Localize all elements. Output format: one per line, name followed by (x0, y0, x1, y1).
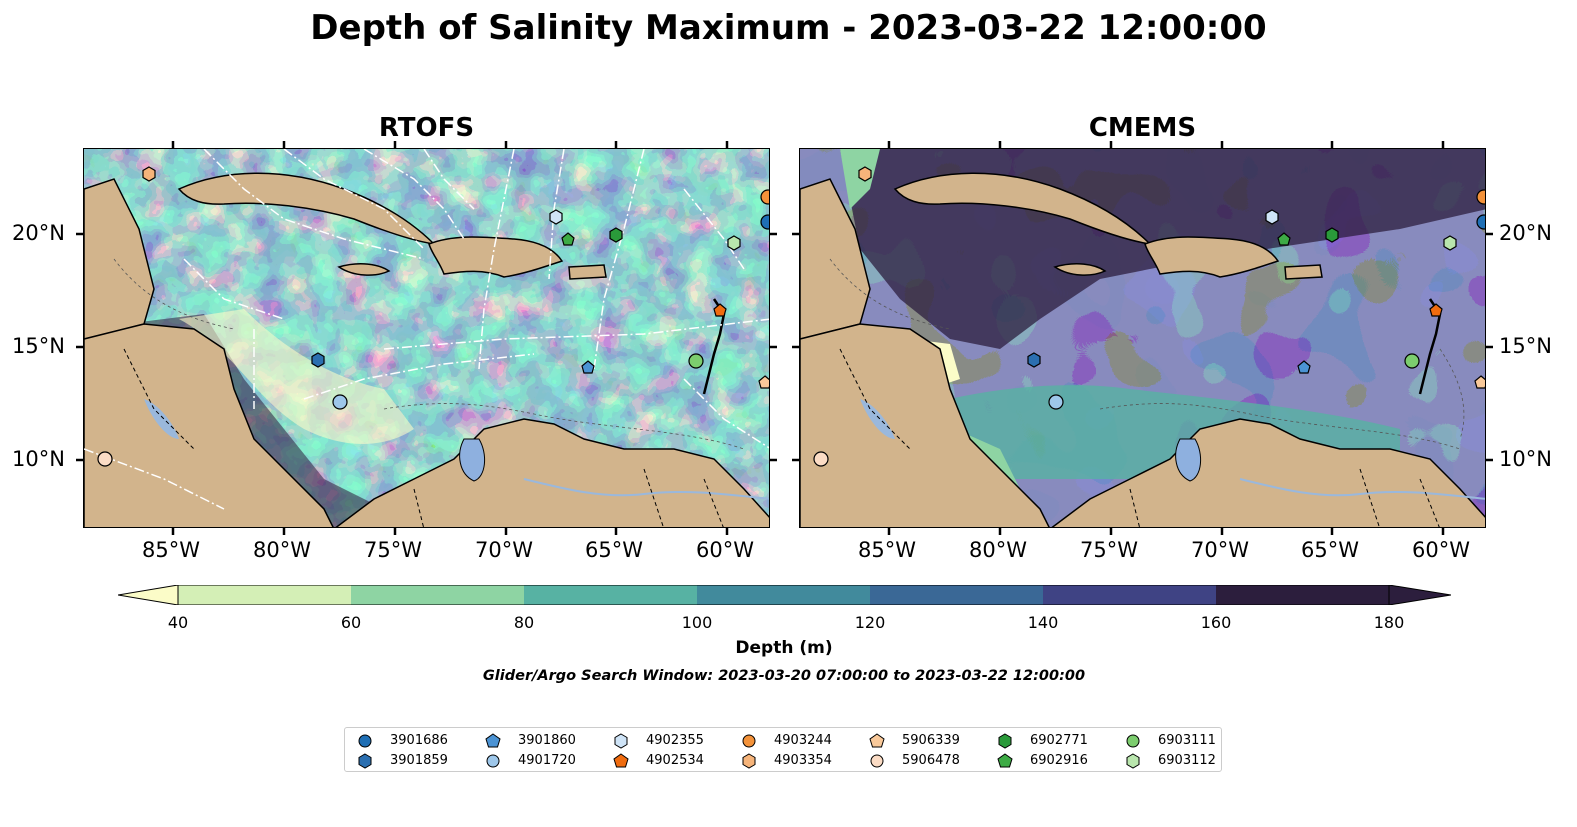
legend-label: 4902534 (646, 753, 704, 768)
lon-tick-label: 65°W (585, 538, 643, 562)
lon-tick-label: 70°W (1191, 538, 1249, 562)
circle-marker-icon (486, 754, 500, 768)
lat-tick-label: 20°N (12, 221, 65, 245)
lon-tick-label: 75°W (364, 538, 422, 562)
lat-tick-label: 15°N (12, 334, 65, 358)
legend-label: 6903111 (1158, 733, 1216, 748)
circle-marker-icon (870, 754, 884, 768)
colorbar-tick: 40 (167, 613, 189, 632)
rtofs-map-canvas (84, 149, 769, 527)
colorbar (117, 584, 1452, 606)
legend-label: 4901720 (518, 753, 576, 768)
colorbar-tick: 60 (340, 613, 362, 632)
circle-marker-icon (358, 734, 372, 748)
lon-tick-label: 75°W (1080, 538, 1138, 562)
pentagon-marker-icon (613, 753, 629, 768)
pentagon-marker-icon (869, 733, 885, 748)
colorbar-tick: 80 (513, 613, 535, 632)
lat-tick-label: 15°N (1499, 334, 1552, 358)
circle-marker-icon (742, 734, 756, 748)
lon-tick-label: 80°W (969, 538, 1027, 562)
legend-label: 6902771 (1030, 733, 1088, 748)
colorbar-tick: 100 (681, 613, 713, 632)
pentagon-marker-icon (485, 733, 501, 748)
legend-label: 5906339 (902, 733, 960, 748)
legend-label: 3901859 (390, 753, 448, 768)
legend-label: 4903244 (774, 733, 832, 748)
legend-label: 4902355 (646, 733, 704, 748)
legend-label: 3901860 (518, 733, 576, 748)
float-legend: 3901686 3901859 3901860 4901720 4902355 … (344, 727, 1222, 772)
colorbar-svg (117, 584, 1452, 606)
lat-tick-label: 10°N (1499, 447, 1552, 471)
lat-tick-label: 20°N (1499, 221, 1552, 245)
rtofs-map (83, 148, 770, 528)
circle-marker-icon (1126, 734, 1140, 748)
legend-label: 3901686 (390, 733, 448, 748)
colorbar-tick: 180 (1373, 613, 1405, 632)
lon-tick-label: 85°W (142, 538, 200, 562)
hexagon-marker-icon (614, 733, 628, 749)
hexagon-marker-icon (998, 733, 1012, 749)
colorbar-tick: 120 (854, 613, 886, 632)
lon-tick-label: 60°W (696, 538, 754, 562)
hexagon-marker-icon (742, 753, 756, 769)
cmems-map (799, 148, 1486, 528)
pentagon-marker-icon (997, 753, 1013, 768)
colorbar-label: Depth (m) (735, 638, 833, 658)
lon-tick-label: 60°W (1412, 538, 1470, 562)
hexagon-marker-icon (358, 753, 372, 769)
legend-label: 4903354 (774, 753, 832, 768)
colorbar-tick: 160 (1200, 613, 1232, 632)
legend-label: 6903112 (1158, 753, 1216, 768)
lon-tick-label: 70°W (475, 538, 533, 562)
colorbar-tick: 140 (1027, 613, 1059, 632)
panel-title-cmems: CMEMS (1088, 113, 1197, 143)
figure-title: Depth of Salinity Maximum - 2023-03-22 1… (310, 8, 1267, 48)
legend-label: 6902916 (1030, 753, 1088, 768)
search-window-note: Glider/Argo Search Window: 2023-03-20 07… (482, 668, 1086, 684)
lon-tick-label: 65°W (1301, 538, 1359, 562)
hexagon-marker-icon (1126, 753, 1140, 769)
lon-tick-label: 80°W (253, 538, 311, 562)
lat-tick-label: 10°N (12, 447, 65, 471)
lon-tick-label: 85°W (858, 538, 916, 562)
legend-label: 5906478 (902, 753, 960, 768)
panel-title-rtofs: RTOFS (378, 113, 475, 143)
cmems-map-canvas (800, 149, 1485, 527)
